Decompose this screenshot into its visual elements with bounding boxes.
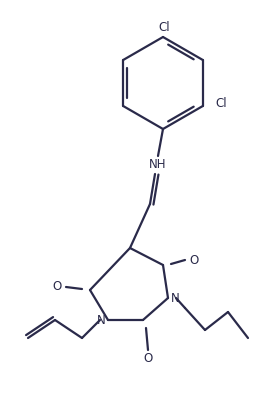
- Text: N: N: [170, 293, 179, 305]
- Text: N: N: [96, 314, 105, 328]
- Text: Cl: Cl: [214, 97, 226, 109]
- Text: O: O: [52, 280, 61, 293]
- Text: O: O: [189, 254, 198, 266]
- Text: O: O: [143, 351, 152, 365]
- Text: Cl: Cl: [157, 21, 169, 34]
- Text: NH: NH: [149, 157, 166, 171]
